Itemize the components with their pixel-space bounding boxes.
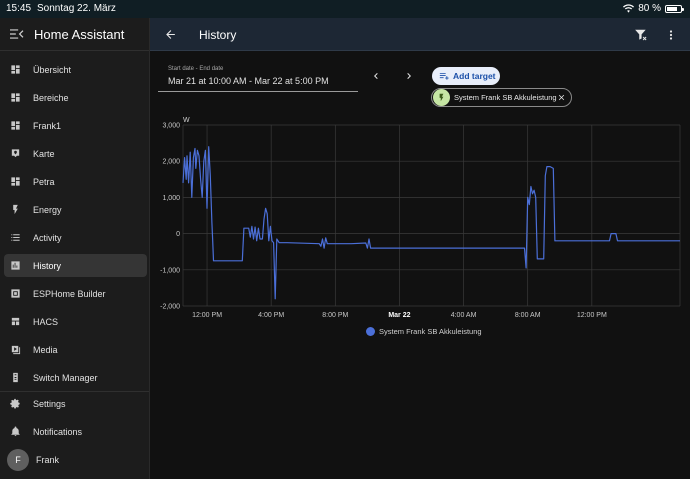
sidebar-item-frank1[interactable]: Frank1 [4, 114, 147, 137]
sidebar-item-petra[interactable]: Petra [4, 170, 147, 193]
sidebar-item-label: Frank1 [33, 120, 62, 131]
top-app-bar: History [150, 18, 690, 51]
sidebar-item-energy[interactable]: Energy [4, 198, 147, 221]
x-tick-label: Mar 22 [388, 312, 410, 319]
status-time: 15:45 [6, 3, 32, 14]
x-tick-label: 4:00 AM [451, 312, 477, 319]
add-target-button[interactable]: Add target [432, 67, 500, 85]
sidebar-item-übersicht[interactable]: Übersicht [4, 58, 147, 81]
chevron-right-icon[interactable] [403, 70, 415, 82]
y-tick-label: -2,000 [160, 304, 180, 311]
playlist-plus-icon [439, 73, 449, 80]
chevron-left-icon[interactable] [370, 70, 382, 82]
y-axis-unit: W [183, 117, 190, 124]
x-tick-label: 4:00 PM [258, 312, 284, 319]
target-chip-label: System Frank SB Akkuleistung [454, 93, 557, 102]
y-tick-label: 3,000 [162, 123, 180, 130]
sidebar-header: Home Assistant [0, 18, 149, 51]
dashboard-icon [10, 92, 21, 103]
dashboard-icon [10, 120, 21, 131]
sidebar-item-label: Petra [33, 176, 55, 187]
dashboard-icon [10, 64, 21, 75]
sidebar-item-label: Switch Manager [33, 372, 98, 383]
wifi-icon [623, 4, 635, 13]
lightning-icon [433, 89, 450, 106]
sidebar-item-label: Bereiche [33, 92, 69, 103]
sidebar-item-label: Media [33, 344, 58, 355]
date-range-label: Start date - End date [168, 66, 224, 72]
esphome-icon [10, 288, 21, 299]
lightning-icon [10, 204, 21, 215]
y-tick-label: 0 [176, 231, 180, 238]
main-content: Start date - End date Mar 21 at 10:00 AM… [150, 51, 690, 479]
cog-icon [10, 398, 21, 409]
sidebar-item-settings[interactable]: Settings [4, 392, 147, 415]
sidebar-item-label: Activity [33, 232, 62, 243]
remote-icon [10, 372, 21, 383]
sidebar-item-karte[interactable]: Karte [4, 142, 147, 165]
battery-percent: 80 % [638, 3, 661, 14]
sidebar-item-hacs[interactable]: HACS [4, 310, 147, 333]
y-tick-label: 2,000 [162, 159, 180, 166]
chart-legend[interactable]: System Frank SB Akkuleistung [366, 327, 482, 336]
status-right: 80 % [623, 3, 684, 14]
page-title: History [199, 28, 237, 42]
filter-remove-icon[interactable] [634, 28, 648, 42]
dashboard-icon [10, 176, 21, 187]
x-tick-label: 12:00 PM [192, 312, 222, 319]
sidebar-item-label: Karte [33, 148, 55, 159]
sidebar-item-label: Übersicht [33, 64, 72, 75]
sidebar-item-activity[interactable]: Activity [4, 226, 147, 249]
close-icon[interactable] [557, 93, 566, 102]
sidebar-item-label: Frank [36, 454, 60, 465]
x-tick-label: 8:00 AM [515, 312, 541, 319]
map-icon [10, 148, 21, 159]
sidebar: Home Assistant Übersicht Bereiche Frank1 Ka… [0, 18, 150, 479]
hacs-icon [10, 316, 21, 327]
x-tick-label: 8:00 PM [322, 312, 348, 319]
sidebar-item-media[interactable]: Media [4, 338, 147, 361]
status-date: Sonntag 22. März [37, 3, 116, 14]
date-range-value: Mar 21 at 10:00 AM - Mar 22 at 5:00 PM [168, 76, 329, 86]
sidebar-item-notifications[interactable]: Notifications [4, 420, 147, 443]
arrow-left-icon[interactable] [164, 28, 177, 41]
sidebar-item-label: History [33, 260, 62, 271]
legend-label: System Frank SB Akkuleistung [379, 327, 482, 336]
y-tick-label: -1,000 [160, 267, 180, 274]
date-range-picker[interactable]: Start date - End date Mar 21 at 10:00 AM… [158, 63, 358, 92]
series-line [182, 146, 680, 300]
battery-icon [665, 4, 684, 13]
sidebar-item-label: HACS [33, 316, 59, 327]
chart-bar-icon [10, 260, 21, 271]
menu-open-icon[interactable] [10, 28, 24, 40]
sidebar-item-label: ESPHome Builder [33, 288, 106, 299]
sidebar-item-label: Notifications [33, 426, 83, 437]
sidebar-item-user[interactable]: F Frank [4, 448, 147, 471]
sidebar-item-label: Energy [33, 204, 62, 215]
sidebar-item-bereiche[interactable]: Bereiche [4, 86, 147, 109]
media-icon [10, 344, 21, 355]
avatar: F [7, 448, 29, 471]
more-vertical-icon[interactable] [665, 28, 677, 42]
y-tick-label: 1,000 [162, 195, 180, 202]
sidebar-item-esphome-builder[interactable]: ESPHome Builder [4, 282, 147, 305]
sidebar-divider [0, 391, 149, 392]
legend-swatch [366, 327, 375, 336]
sidebar-item-history[interactable]: History [4, 254, 147, 277]
sidebar-item-label: Settings [33, 398, 66, 409]
status-bar: 15:45 Sonntag 22. März 80 % [0, 0, 690, 18]
add-target-label: Add target [453, 71, 496, 81]
bell-icon [10, 426, 21, 437]
app-title: Home Assistant [34, 26, 125, 42]
sidebar-item-switch-manager[interactable]: Switch Manager [4, 366, 147, 389]
target-chip[interactable]: System Frank SB Akkuleistung [431, 88, 572, 107]
x-tick-label: 12:00 PM [577, 312, 607, 319]
history-chart[interactable]: W3,000 2,000 1,000 0 -1,000 -2,000 12:00 PM 4:0… [150, 113, 690, 383]
list-icon [10, 232, 21, 243]
